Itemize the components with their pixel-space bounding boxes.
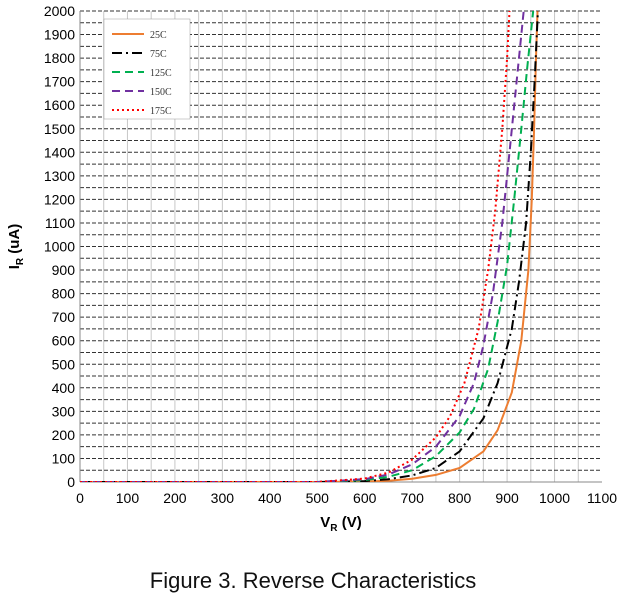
y-tick-label: 2000 [44,3,75,19]
y-axis-title: IR (uA) [6,224,26,270]
x-tick-label: 900 [495,490,519,506]
y-tick-label: 300 [52,403,76,419]
legend-label: 150C [150,87,172,98]
x-tick-label: 400 [258,490,282,506]
y-tick-label: 1000 [44,239,75,255]
figure-caption: Figure 3. Reverse Characteristics [149,568,477,593]
x-tick-label: 1100 [587,490,617,506]
y-tick-label: 100 [52,450,76,466]
legend-label: 25C [150,30,167,41]
y-tick-label: 600 [52,333,76,349]
x-axis-title: VR (V) [320,514,361,534]
legend-box [103,18,191,120]
legend-label: 125C [150,68,172,79]
y-tick-label: 400 [52,380,76,396]
legend-label: 75C [150,49,167,60]
y-tick-label: 200 [52,427,76,443]
series-line-150C [80,11,525,482]
series-line-75C [80,11,539,482]
x-tick-label: 700 [401,490,425,506]
series-line-25C [80,11,539,482]
y-tick-label: 900 [52,262,76,278]
y-tick-label: 1700 [44,74,75,90]
x-tick-label: 0 [76,490,84,506]
y-tick-label: 800 [52,286,76,302]
y-tick-label: 1800 [44,50,75,66]
y-tick-label: 500 [52,356,76,372]
x-tick-label: 500 [306,490,330,506]
series-group [80,11,539,482]
y-tick-label: 1300 [44,168,75,184]
x-tick-label: 300 [211,490,235,506]
y-tick-label: 1600 [44,97,75,113]
y-tick-label: 1500 [44,121,75,137]
y-tick-label: 1900 [44,27,75,43]
legend-label: 175C [150,106,172,117]
y-tick-label: 1400 [44,144,75,160]
y-tick-label: 1200 [44,191,75,207]
x-tick-label: 100 [116,490,140,506]
x-tick-label: 200 [163,490,187,506]
x-tick-label: 800 [448,490,472,506]
x-tick-label: 600 [353,490,377,506]
legend: 25C 75C 125C 150C 175C [103,18,191,120]
y-tick-label: 0 [67,474,75,490]
y-tick-label: 1100 [45,215,75,231]
y-tick-label: 700 [52,309,76,325]
reverse-characteristics-chart: 0 100 200 300 400 500 600 700 800 900 1000 1100 0 100… [6,3,617,534]
x-tick-label: 1000 [539,490,570,506]
series-line-125C [80,11,535,482]
